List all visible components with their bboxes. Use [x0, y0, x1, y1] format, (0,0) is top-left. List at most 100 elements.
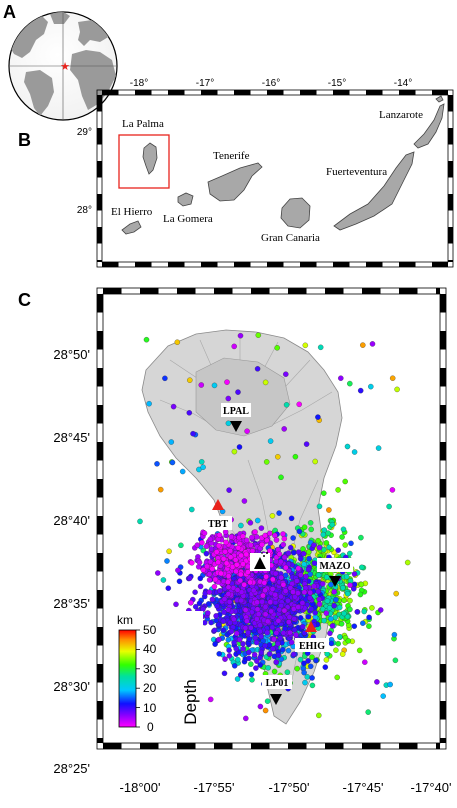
- earthquake-point: [227, 619, 233, 626]
- earthquake-point: [338, 375, 344, 381]
- triangle-up-icon: [212, 499, 224, 510]
- earthquake-point: [272, 591, 278, 598]
- earthquake-point: [307, 520, 314, 526]
- earthquake-point: [226, 599, 233, 605]
- earthquake-point: [225, 607, 231, 613]
- earthquake-point: [278, 558, 284, 565]
- earthquake-point: [269, 586, 276, 592]
- earthquake-point: [143, 336, 150, 343]
- earthquake-point: [168, 439, 175, 445]
- earthquake-point: [157, 486, 164, 493]
- earthquake-point: [246, 655, 252, 662]
- earthquake-point: [316, 601, 323, 607]
- earthquake-point: [331, 602, 337, 609]
- earthquake-point: [225, 579, 231, 585]
- earthquake-point: [264, 618, 271, 625]
- earthquake-point: [233, 645, 239, 652]
- earthquake-point: [347, 597, 353, 604]
- earthquake-point: [249, 677, 255, 683]
- earthquake-point: [359, 564, 365, 571]
- earthquake-point: [169, 459, 176, 466]
- eruption-vent: [250, 552, 270, 571]
- earthquake-point: [218, 570, 224, 577]
- earthquake-point: [231, 343, 237, 350]
- earthquake-point: [225, 395, 232, 402]
- earthquake-point: [248, 661, 254, 667]
- earthquake-point: [274, 345, 280, 351]
- earthquake-point: [348, 540, 354, 547]
- earthquake-point: [317, 344, 324, 351]
- earthquake-point: [262, 604, 269, 610]
- earthquake-point: [211, 627, 218, 634]
- earthquake-point: [262, 379, 269, 386]
- earthquake-point: [281, 535, 288, 542]
- earthquake-point: [290, 589, 296, 595]
- earthquake-point: [189, 506, 195, 513]
- triangle-down-icon: [230, 421, 242, 432]
- earthquake-point: [307, 571, 313, 578]
- earthquake-point: [275, 640, 281, 647]
- earthquake-point: [216, 621, 222, 628]
- earthquake-point: [270, 645, 276, 652]
- station-mazo: MAZO: [317, 558, 353, 587]
- earthquake-point: [196, 559, 203, 566]
- colorbar-gradient: [118, 629, 137, 728]
- earthquake-point: [192, 589, 198, 595]
- earthquake-point: [205, 610, 211, 616]
- earthquake-point: [297, 572, 304, 578]
- earthquake-point: [248, 625, 254, 631]
- earthquake-point: [361, 608, 367, 615]
- earthquake-point: [194, 542, 201, 548]
- colorbar-tick-label: 20: [143, 681, 157, 695]
- earthquake-point: [344, 590, 351, 597]
- station-label-ehig: EHIG: [299, 641, 325, 652]
- earthquake-point: [189, 560, 195, 566]
- colorbar-tick-label: 50: [143, 623, 157, 637]
- earthquake-point: [280, 541, 287, 548]
- island-gran-canaria: [280, 197, 311, 229]
- earthquake-point: [343, 573, 350, 580]
- earthquake-point: [299, 600, 306, 606]
- earthquake-point: [200, 567, 207, 573]
- earthquake-point: [323, 657, 330, 663]
- earthquake-point: [275, 454, 281, 460]
- earthquake-point: [222, 529, 229, 535]
- earthquake-point: [200, 464, 206, 470]
- earthquake-point: [253, 665, 259, 671]
- station-ehig: EHIG: [295, 621, 329, 652]
- earthquake-point: [307, 663, 314, 670]
- lon-tick-label: -14°: [394, 78, 412, 89]
- earthquake-point: [347, 550, 353, 557]
- earthquake-point: [186, 410, 193, 416]
- earthquake-point: [164, 558, 170, 564]
- earthquake-point: [203, 543, 210, 550]
- earthquake-point: [221, 670, 228, 677]
- earthquake-point: [221, 609, 227, 615]
- earthquake-point: [283, 371, 289, 377]
- island-fuerteventura: [333, 151, 415, 231]
- lat-tick-label: 28°50': [53, 347, 90, 362]
- earthquake-point: [222, 656, 228, 662]
- earthquake-point: [321, 490, 327, 496]
- earthquake-point: [287, 585, 294, 591]
- earthquake-point: [302, 679, 308, 686]
- earthquake-point: [254, 616, 260, 622]
- earthquake-point: [275, 652, 282, 659]
- earthquake-point: [360, 342, 366, 348]
- earthquake-epicenters: [137, 332, 411, 722]
- earthquake-point: [188, 599, 194, 606]
- colorbar-tick-label: 40: [143, 642, 157, 656]
- earthquake-point: [316, 545, 323, 551]
- earthquake-point: [362, 659, 368, 665]
- earthquake-point: [229, 564, 236, 570]
- colorbar-title: Depth: [181, 679, 200, 724]
- earthquake-point: [273, 537, 280, 543]
- earthquake-point: [267, 530, 273, 537]
- earthquake-point: [358, 534, 364, 541]
- earthquake-point: [334, 674, 340, 681]
- earthquake-point: [247, 520, 254, 526]
- earthquake-point: [386, 503, 392, 510]
- station-label-tbt: TBT: [208, 519, 228, 530]
- earthquake-point: [231, 448, 238, 455]
